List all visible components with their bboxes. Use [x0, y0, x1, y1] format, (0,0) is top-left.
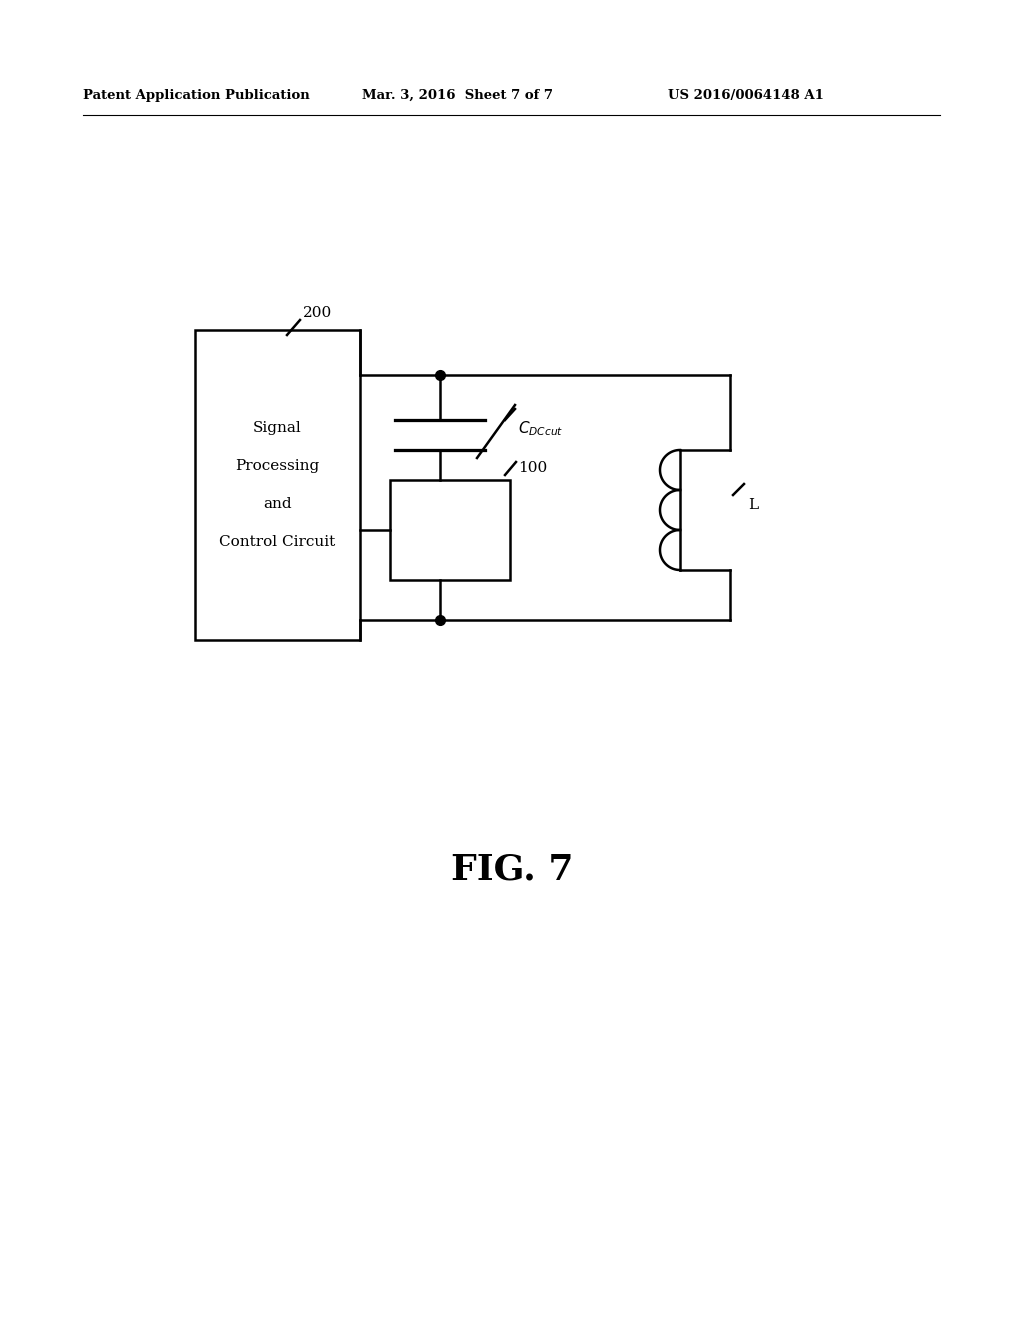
Text: Mar. 3, 2016  Sheet 7 of 7: Mar. 3, 2016 Sheet 7 of 7 — [362, 88, 553, 102]
Text: 100: 100 — [518, 461, 547, 475]
Text: 200: 200 — [303, 306, 332, 319]
Text: and: and — [263, 498, 292, 511]
Text: US 2016/0064148 A1: US 2016/0064148 A1 — [668, 88, 824, 102]
Text: FIG. 7: FIG. 7 — [451, 853, 573, 887]
Text: Processing: Processing — [236, 459, 319, 473]
Bar — [390, 480, 510, 579]
Text: $C_{DCcut}$: $C_{DCcut}$ — [518, 420, 563, 438]
Bar — [195, 330, 360, 640]
Text: Signal: Signal — [253, 421, 302, 436]
Text: Patent Application Publication: Patent Application Publication — [83, 88, 309, 102]
Text: L: L — [748, 498, 758, 512]
Text: Control Circuit: Control Circuit — [219, 535, 336, 549]
